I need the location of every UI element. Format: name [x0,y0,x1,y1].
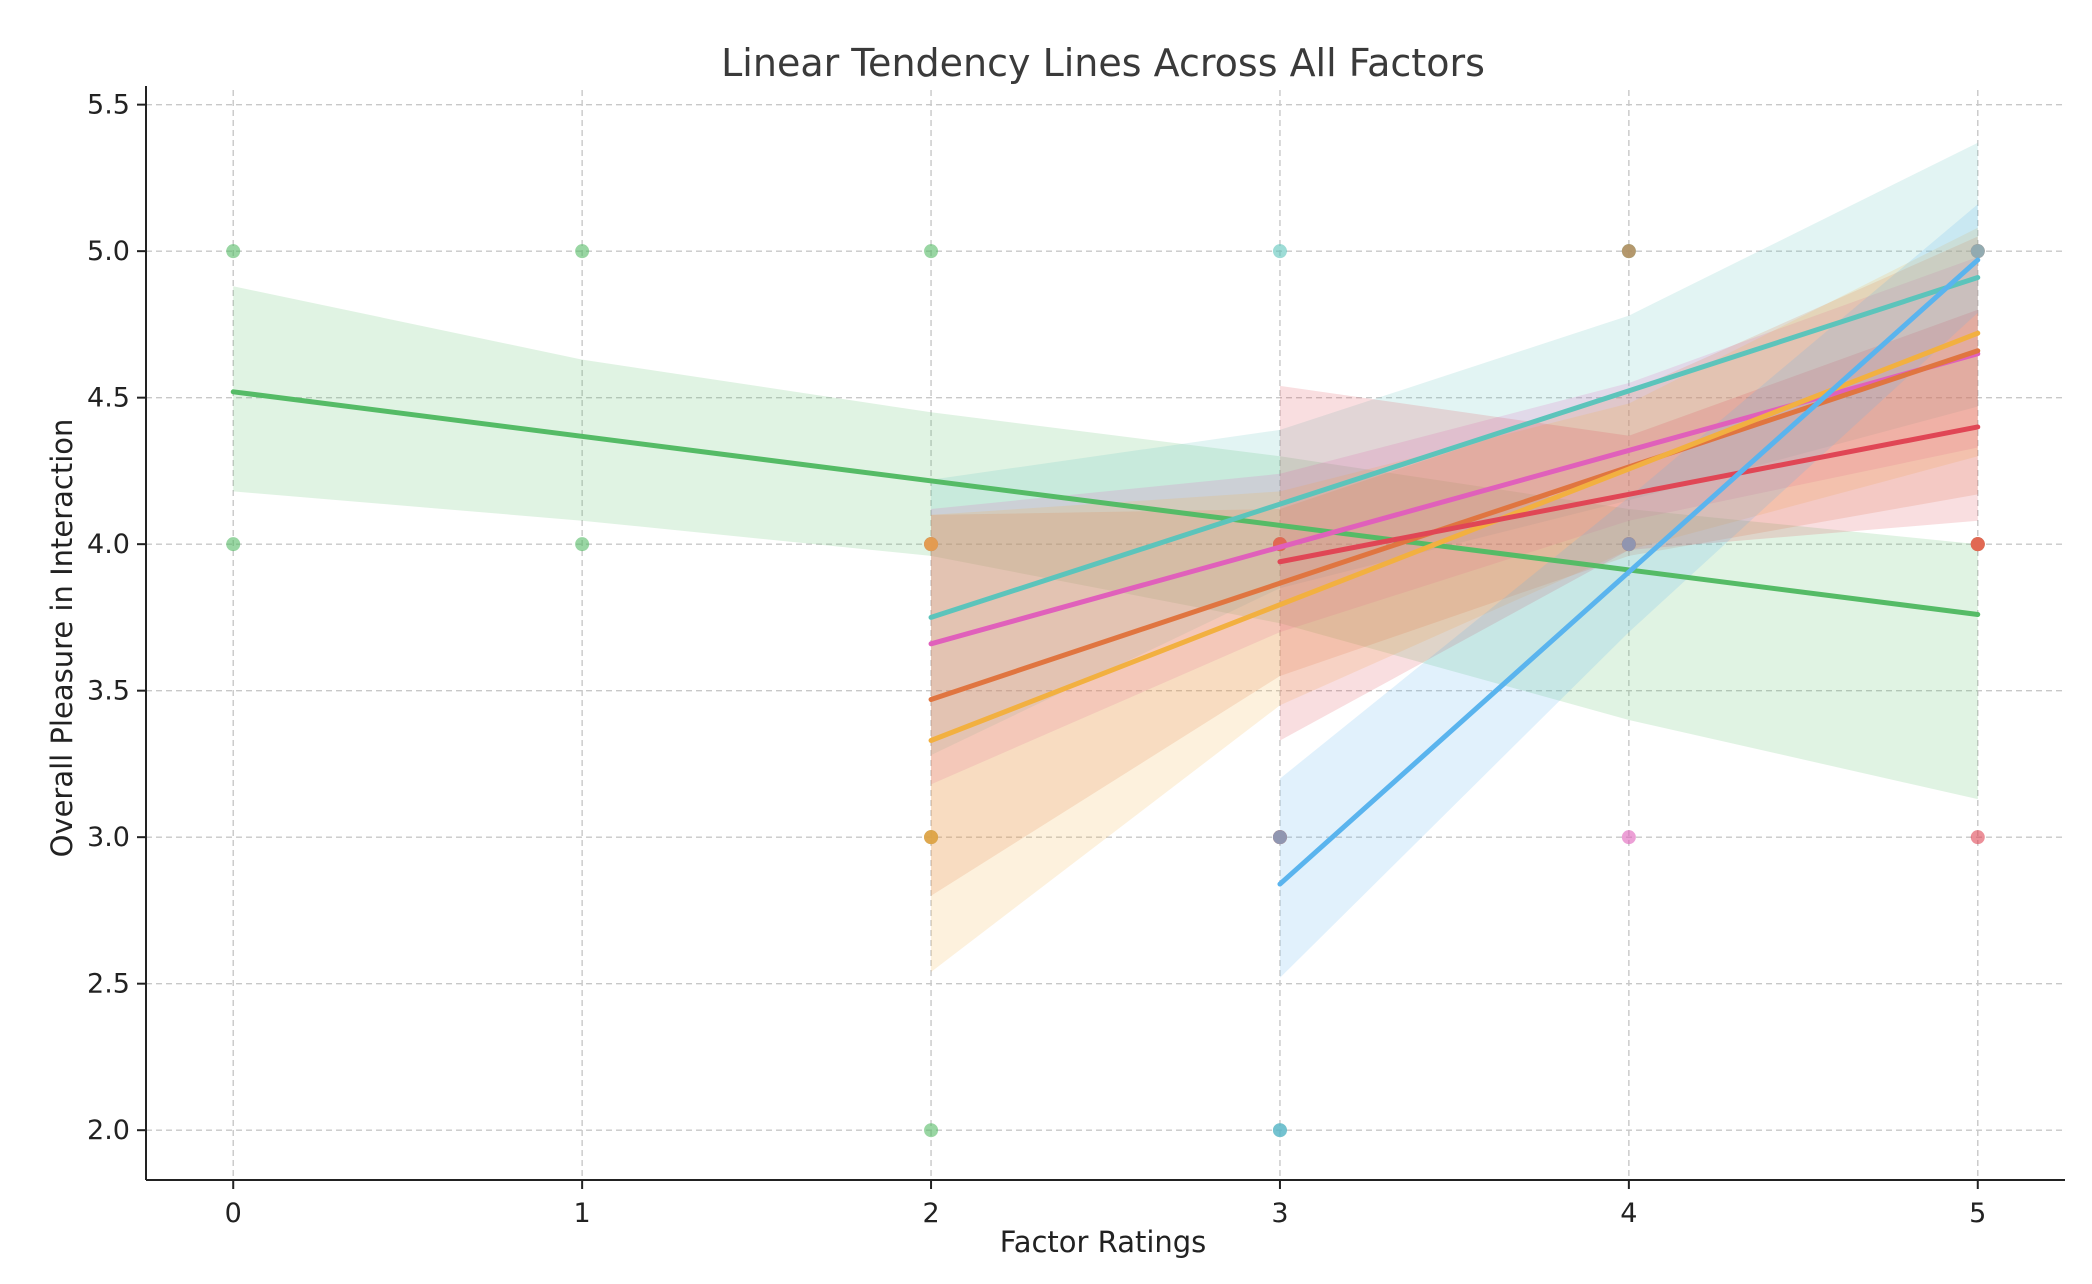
trend-line-series-2 [928,275,1981,620]
data-point-series-1 [575,244,590,259]
x-tick-label: 0 [225,1198,242,1229]
confidence-band-series-4 [931,236,1978,896]
tick-labels: 0 1 2 3 4 5 2.0 2.5 3.0 3.5 4.0 4.5 5.0 5.5 [87,90,1986,1229]
x-axis-label: Factor Ratings [1000,1225,1207,1259]
data-point-series-5 [924,537,939,552]
data-point-series-7 [1970,244,1985,259]
y-axis-label: Overall Pleasure in Interaction [45,419,79,858]
x-tick-label: 1 [574,1198,591,1229]
x-tick-label: 5 [1969,1198,1986,1229]
data-point-series-1 [924,1123,939,1138]
data-point-series-2 [1272,244,1287,259]
data-point-series-1 [575,537,590,552]
x-tick-label: 4 [1620,1198,1637,1229]
y-tick-label: 5.0 [87,236,130,267]
x-tick-label: 3 [1271,1198,1288,1229]
data-point-series-3 [1621,830,1636,845]
chart-title: Linear Tendency Lines Across All Factors [721,41,1485,85]
trend-line-series-4 [928,348,1981,702]
data-points [226,244,1985,1138]
data-point-series-7 [1621,537,1636,552]
data-point-series-1 [924,244,939,259]
confidence-band-series-1 [233,286,1978,800]
y-tick-label: 2.0 [87,1115,130,1146]
y-tick-label: 3.0 [87,822,130,853]
grid [146,90,2065,1180]
data-point-series-4 [1621,244,1636,259]
data-point-series-5 [924,830,939,845]
confidence-band-series-5 [931,227,1978,972]
y-tick-label: 5.5 [87,90,130,121]
data-point-series-1 [226,244,241,259]
data-point-series-7 [1272,1123,1287,1138]
y-tick-label: 4.0 [87,529,130,560]
data-point-series-6 [1970,537,1985,552]
axes [137,86,2065,1189]
data-point-series-1 [226,537,241,552]
trend-line-series-7 [1277,257,1981,887]
data-point-series-6 [1970,830,1985,845]
confidence-band-series-7 [1280,204,1978,978]
trend-line-series-1 [230,389,1981,617]
y-tick-label: 3.5 [87,676,130,707]
y-tick-label: 2.5 [87,969,130,1000]
trend-line-series-6 [1277,424,1981,565]
x-tick-label: 2 [922,1198,939,1229]
trend-line-series-5 [928,330,1981,743]
y-tick-label: 4.5 [87,383,130,414]
trend-lines [230,257,1981,887]
data-point-series-7 [1272,830,1287,845]
confidence-band-series-3 [931,257,1978,785]
